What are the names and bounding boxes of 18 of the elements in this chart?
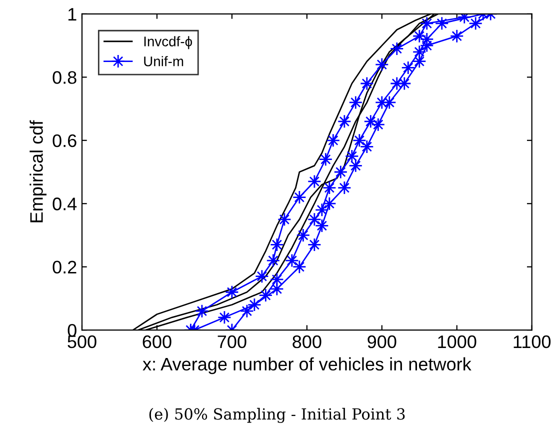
x-tick-label: 800 <box>292 335 322 348</box>
x-tick-label: 700 <box>218 335 246 348</box>
x-tick-label: 600 <box>142 335 172 348</box>
x-tick-label: 500 <box>68 335 96 348</box>
y-tick-label: 0 <box>68 324 76 337</box>
y-tick-label: 1 <box>68 8 76 20</box>
x-tick-label: 1100 <box>514 335 551 348</box>
y-tick-label: 0.6 <box>52 134 76 148</box>
y-axis-title: Empirical cdf <box>30 120 46 222</box>
text: (e) 50% Sampling - Initial Point 3 <box>149 408 405 423</box>
legend-label: Invcdf-ϕ <box>144 36 192 50</box>
x-tick-label: 900 <box>368 335 396 348</box>
x-tick-label: 1000 <box>438 335 476 348</box>
y-tick-label: 0.8 <box>52 71 76 84</box>
y-tick-label: 0.2 <box>52 260 76 274</box>
y-tick-label: 0.4 <box>52 198 77 210</box>
legend-label: Unif-m <box>144 56 184 66</box>
x-axis-title: x: Average number of vehicles in network <box>142 357 472 374</box>
